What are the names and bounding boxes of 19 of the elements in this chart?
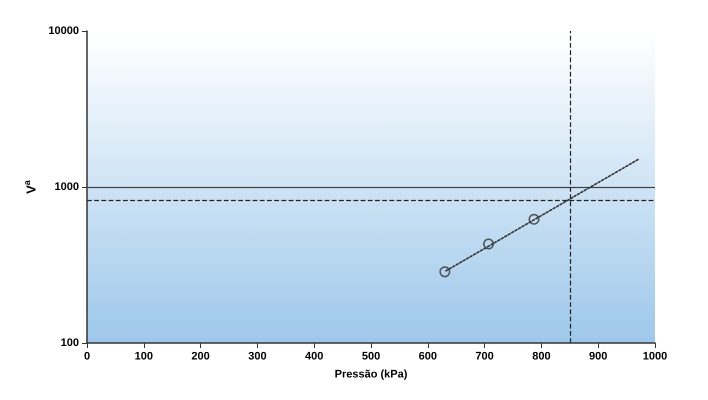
point bbox=[483, 238, 494, 250]
x-tick-label: 700 bbox=[475, 350, 494, 362]
x-tick-label: 200 bbox=[191, 350, 210, 362]
x-tick-label: 900 bbox=[589, 350, 608, 362]
x-tick-label: 800 bbox=[532, 350, 551, 362]
y-axis-title: Va bbox=[22, 179, 39, 194]
point bbox=[439, 266, 450, 278]
x-tick-label: 1000 bbox=[642, 350, 668, 362]
x-tick-label: 500 bbox=[362, 350, 380, 362]
y-tick-label: 1000 bbox=[54, 181, 79, 193]
point bbox=[528, 214, 540, 225]
x-axis-title: Pressão (kPa) bbox=[334, 368, 408, 380]
x-tick-label: 100 bbox=[134, 350, 153, 362]
x-tick-label: 600 bbox=[418, 350, 437, 362]
x-tick-label: 300 bbox=[248, 350, 267, 362]
y-tick-label: 100 bbox=[60, 337, 79, 349]
x-tick-label: 0 bbox=[84, 350, 90, 362]
y-tick-label: 10000 bbox=[48, 25, 79, 37]
x-tick-label: 400 bbox=[305, 350, 324, 362]
